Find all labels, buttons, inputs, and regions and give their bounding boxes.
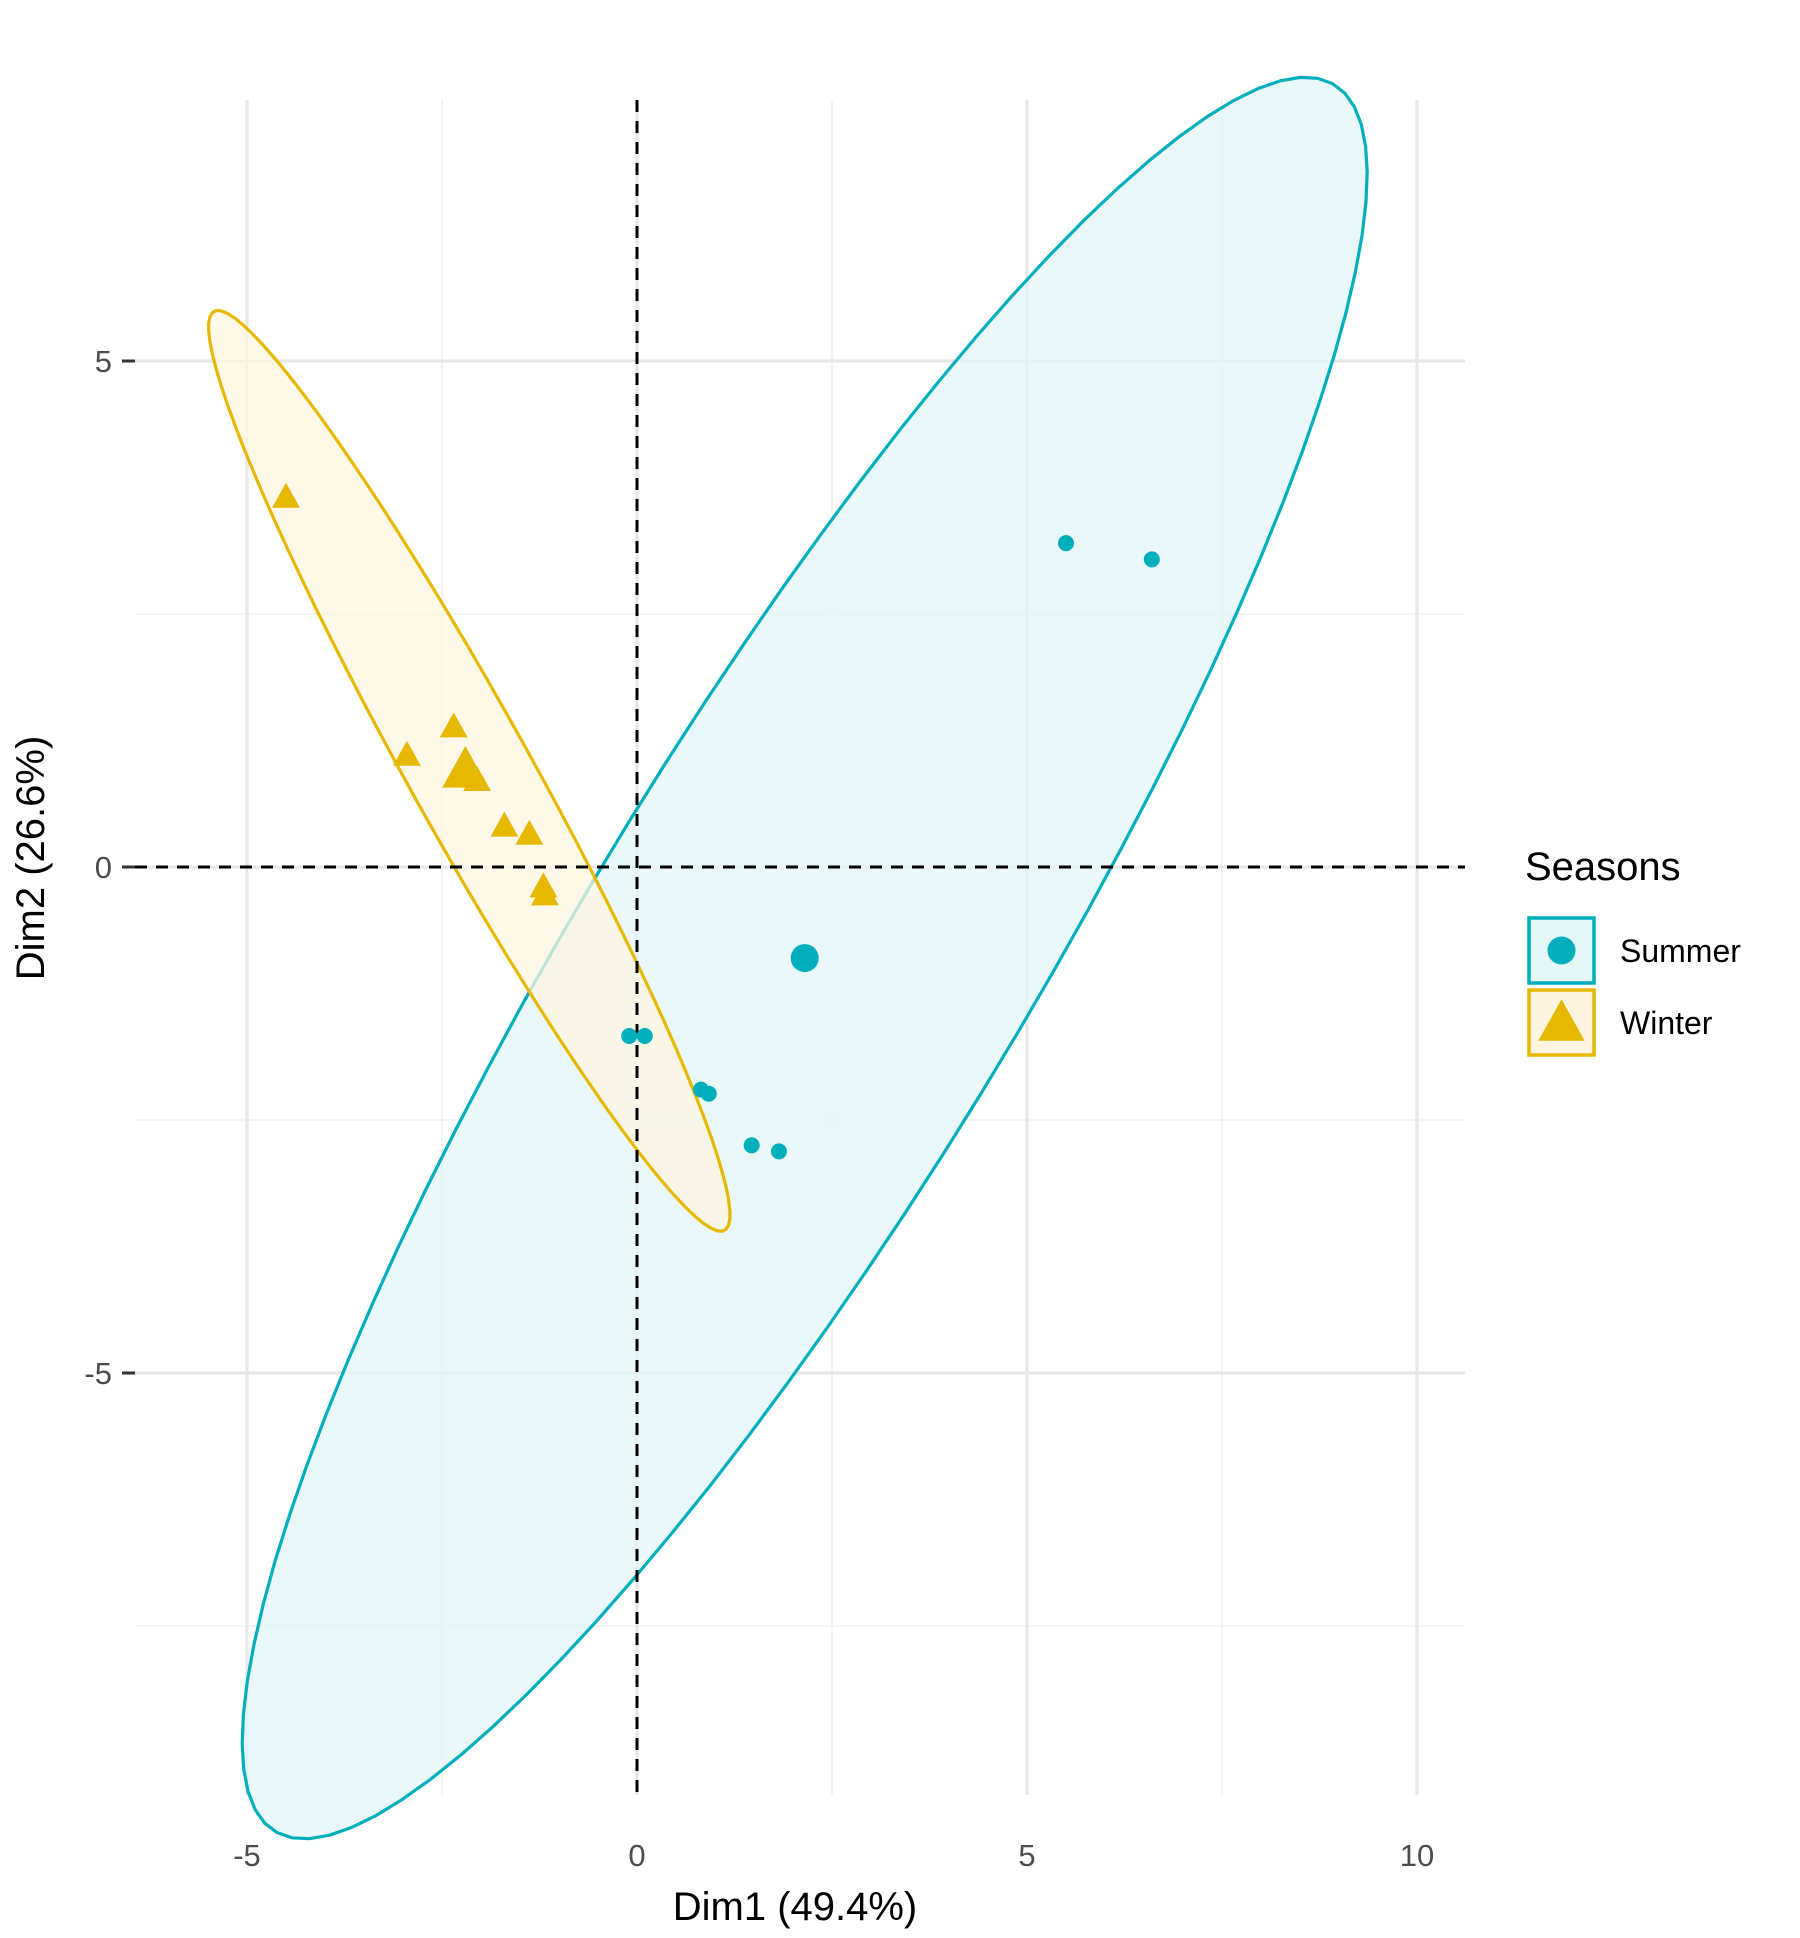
winter-point	[439, 712, 468, 738]
winter-point	[531, 880, 559, 906]
x-tick-label: -5	[233, 1838, 261, 1873]
winter-point	[515, 819, 544, 845]
summer-point	[743, 1137, 760, 1154]
summer-point	[770, 1143, 787, 1160]
legend-key-summer	[1527, 916, 1596, 985]
y-tick-label: -5	[84, 1356, 112, 1391]
legend: Seasons Summer Winter	[1525, 845, 1741, 1057]
reference-lines	[135, 100, 1465, 1795]
legend-label-summer: Summer	[1620, 933, 1741, 969]
summer-point	[1143, 551, 1160, 568]
confidence-ellipses	[207, 75, 1369, 1841]
x-tick-label: 5	[1018, 1838, 1035, 1873]
x-tick-label: 0	[628, 1838, 645, 1873]
x-tick-label: 10	[1400, 1838, 1434, 1873]
winter-point	[490, 811, 519, 837]
summer-point	[636, 1028, 653, 1045]
legend-title: Seasons	[1525, 845, 1681, 889]
legend-item-winter: Winter	[1527, 988, 1713, 1057]
x-axis-title: Dim1 (49.4%)	[673, 1885, 918, 1929]
y-axis-title: Dim2 (26.6%)	[9, 736, 53, 981]
y-tick-label: 5	[95, 344, 112, 379]
data-points	[272, 482, 1160, 1160]
summer-point	[621, 1028, 638, 1045]
summer-point	[1058, 535, 1074, 552]
legend-triangle-icon	[1538, 999, 1585, 1041]
summer-centroid	[790, 944, 819, 973]
y-tick-label: 0	[95, 850, 112, 885]
axis-ticks: -5 0 5 10 5 0 -5	[84, 344, 1434, 1873]
legend-circle-icon	[1547, 936, 1576, 965]
summer-point	[700, 1085, 717, 1102]
winter-centroid	[442, 746, 489, 788]
legend-item-summer: Summer	[1527, 916, 1741, 985]
winter-point	[272, 482, 300, 508]
winter-point	[392, 740, 421, 766]
legend-label-winter: Winter	[1620, 1005, 1713, 1041]
